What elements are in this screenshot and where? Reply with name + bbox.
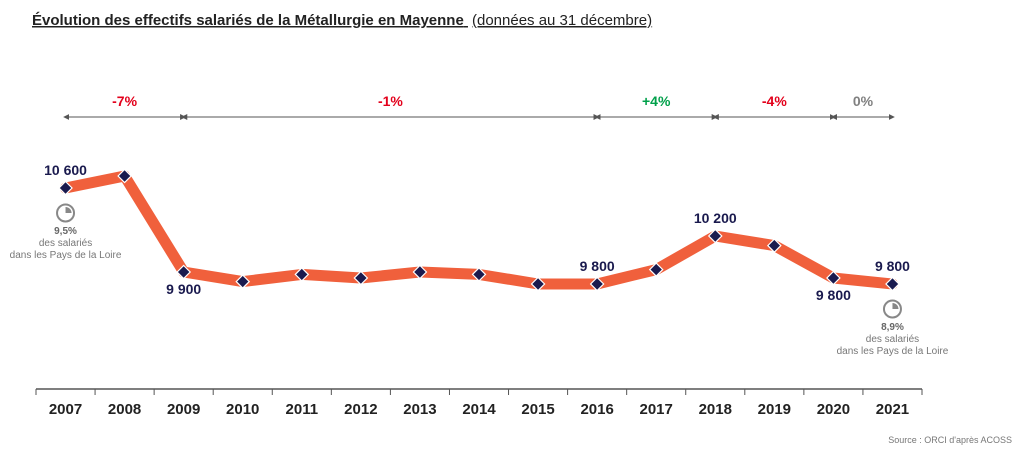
data-point-marker [471, 267, 487, 282]
pie-icon-slice [892, 303, 899, 309]
data-point-marker [353, 270, 369, 286]
share-note-line2: dans les Pays de la Loire [837, 346, 949, 357]
data-label: 9 800 [580, 258, 615, 274]
pie-chart-icon [882, 299, 902, 319]
data-label: 9 800 [875, 258, 910, 274]
data-point-marker [766, 238, 782, 253]
period-change-label: -7% [112, 93, 137, 109]
pie-icon-slice [65, 207, 72, 213]
data-point-marker [58, 180, 73, 196]
x-tick-label: 2017 [640, 401, 673, 418]
x-axis: 2007 2008 2009 2010 2011 2012 2013 2014 2015 2016… [35, 388, 923, 418]
data-point-marker [826, 270, 841, 286]
period-change-label: +4% [642, 93, 671, 109]
chart-title-main: Évolution des effectifs salariés de la M… [32, 12, 464, 29]
x-tick-label: 2011 [286, 401, 319, 418]
period-change-label: -4% [762, 93, 787, 109]
period-change-label: -1% [378, 93, 403, 109]
x-tick-label: 2019 [758, 401, 791, 418]
x-tick-label: 2009 [167, 401, 200, 418]
data-point-marker [648, 262, 664, 277]
series-markers [58, 168, 900, 292]
data-point-marker [294, 267, 310, 282]
data-point-marker [530, 276, 546, 292]
chart-title: Évolution des effectifs salariés de la M… [32, 12, 652, 29]
pie-chart-icon [56, 203, 76, 223]
x-tick-label: 2021 [876, 401, 909, 418]
period-arrows: -7% -1% +4% -4% 0% [63, 93, 895, 120]
chart-title-sub: (données au 31 décembre) [472, 12, 652, 29]
data-point-marker [589, 276, 605, 292]
share-note-line2: dans les Pays de la Loire [10, 250, 122, 261]
data-point-marker [176, 264, 192, 280]
data-point-marker [707, 228, 723, 244]
x-tick-label: 2016 [580, 401, 613, 418]
data-point-marker [117, 168, 132, 184]
source-note: Source : ORCI d'après ACOSS [888, 435, 1012, 445]
share-value: 8,9% [881, 322, 904, 333]
x-tick-label: 2012 [344, 401, 377, 418]
data-label: 9 800 [816, 287, 851, 303]
share-note-line1: des salariés [866, 334, 919, 345]
x-tick-label: 2020 [817, 401, 850, 418]
period-change-label: 0% [853, 93, 874, 109]
data-point-marker [412, 264, 428, 280]
data-label: 9 900 [166, 281, 201, 297]
data-label: 10 600 [44, 162, 87, 178]
x-tick-label: 2018 [699, 401, 732, 418]
share-value: 9,5% [54, 226, 77, 237]
data-labels: 10 600 9 900 9 800 10 200 9 800 9 800 [44, 162, 910, 303]
x-tick-label: 2013 [403, 401, 436, 418]
x-tick-label: 2008 [108, 401, 141, 418]
x-tick-label: 2010 [226, 401, 259, 418]
x-tick-label: 2015 [521, 401, 554, 418]
data-point-marker [885, 276, 900, 292]
x-tick-label: 2007 [49, 401, 82, 418]
x-tick-label: 2014 [462, 401, 496, 418]
data-point-marker [235, 274, 251, 289]
data-label: 10 200 [694, 210, 737, 226]
share-note-line1: des salariés [39, 238, 92, 249]
